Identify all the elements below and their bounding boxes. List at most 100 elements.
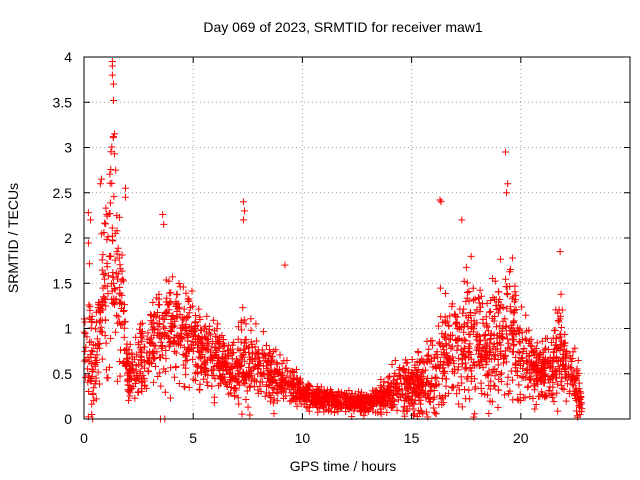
data-point <box>488 398 496 406</box>
data-point <box>112 166 120 174</box>
data-point <box>103 374 111 382</box>
data-point <box>194 370 202 378</box>
data-point <box>468 372 476 380</box>
data-point <box>272 359 280 367</box>
data-point <box>236 381 244 389</box>
data-point <box>88 347 96 355</box>
data-point <box>135 389 143 397</box>
data-point <box>188 287 196 295</box>
data-point <box>215 338 223 346</box>
data-point <box>136 344 144 352</box>
data-point <box>442 335 450 343</box>
data-point <box>268 356 276 364</box>
data-point <box>92 319 100 327</box>
data-point <box>114 319 122 327</box>
data-point <box>241 357 249 365</box>
data-point <box>129 361 137 369</box>
data-point <box>310 400 318 408</box>
data-point <box>395 371 403 379</box>
data-point <box>169 323 177 331</box>
data-point <box>92 357 100 365</box>
data-point <box>144 367 152 375</box>
data-point <box>107 165 115 173</box>
data-point <box>498 334 506 342</box>
data-point <box>137 320 145 328</box>
data-point <box>312 394 320 402</box>
data-point <box>507 265 515 273</box>
data-point <box>443 341 451 349</box>
data-point <box>575 369 583 377</box>
data-point <box>414 371 422 379</box>
data-point <box>524 358 532 366</box>
data-point <box>108 62 116 70</box>
grid <box>84 57 630 419</box>
data-point <box>96 380 104 388</box>
data-point <box>196 348 204 356</box>
data-point <box>182 364 190 372</box>
data-point <box>574 356 582 364</box>
data-point <box>550 398 558 406</box>
data-point <box>482 355 490 363</box>
data-point <box>84 209 92 217</box>
data-point <box>223 382 231 390</box>
data-point <box>180 383 188 391</box>
data-point <box>203 312 211 320</box>
data-point <box>102 366 110 374</box>
data-point <box>229 349 237 357</box>
data-point <box>119 307 127 315</box>
data-point <box>252 320 260 328</box>
data-point <box>562 374 570 382</box>
data-point <box>245 353 253 361</box>
data-point <box>558 373 566 381</box>
data-point <box>263 365 271 373</box>
data-point <box>497 255 505 263</box>
data-point <box>283 356 291 364</box>
data-point <box>245 371 253 379</box>
data-point <box>492 345 500 353</box>
data-point <box>540 366 548 374</box>
data-point <box>496 329 504 337</box>
data-point <box>544 357 552 365</box>
data-point <box>476 308 484 316</box>
data-point <box>532 400 540 408</box>
data-point <box>552 374 560 382</box>
data-point <box>207 355 215 363</box>
data-point <box>166 394 174 402</box>
data-point <box>101 275 109 283</box>
data-point <box>102 220 110 228</box>
data-point <box>257 387 265 395</box>
data-point <box>245 383 253 391</box>
data-point <box>167 289 175 297</box>
data-point <box>499 303 507 311</box>
data-point <box>195 305 203 313</box>
data-point <box>542 391 550 399</box>
data-point <box>92 325 100 333</box>
data-point <box>121 184 129 192</box>
data-point <box>467 309 475 317</box>
data-point <box>513 395 521 403</box>
data-point <box>183 356 191 364</box>
data-point <box>214 320 222 328</box>
data-point <box>530 380 538 388</box>
data-point <box>247 366 255 374</box>
data-point <box>462 263 470 271</box>
data-point <box>449 383 457 391</box>
data-point <box>514 324 522 332</box>
data-point <box>568 365 576 373</box>
data-point <box>162 346 170 354</box>
data-point <box>265 374 273 382</box>
data-point <box>523 350 531 358</box>
data-point <box>234 335 242 343</box>
data-point <box>505 339 513 347</box>
data-point <box>516 349 524 357</box>
data-point <box>409 399 417 407</box>
data-point <box>380 386 388 394</box>
data-point <box>155 290 163 298</box>
data-point <box>153 331 161 339</box>
data-point <box>429 341 437 349</box>
data-point <box>84 365 92 373</box>
data-point <box>465 386 473 394</box>
data-point <box>178 321 186 329</box>
data-point <box>101 219 109 227</box>
